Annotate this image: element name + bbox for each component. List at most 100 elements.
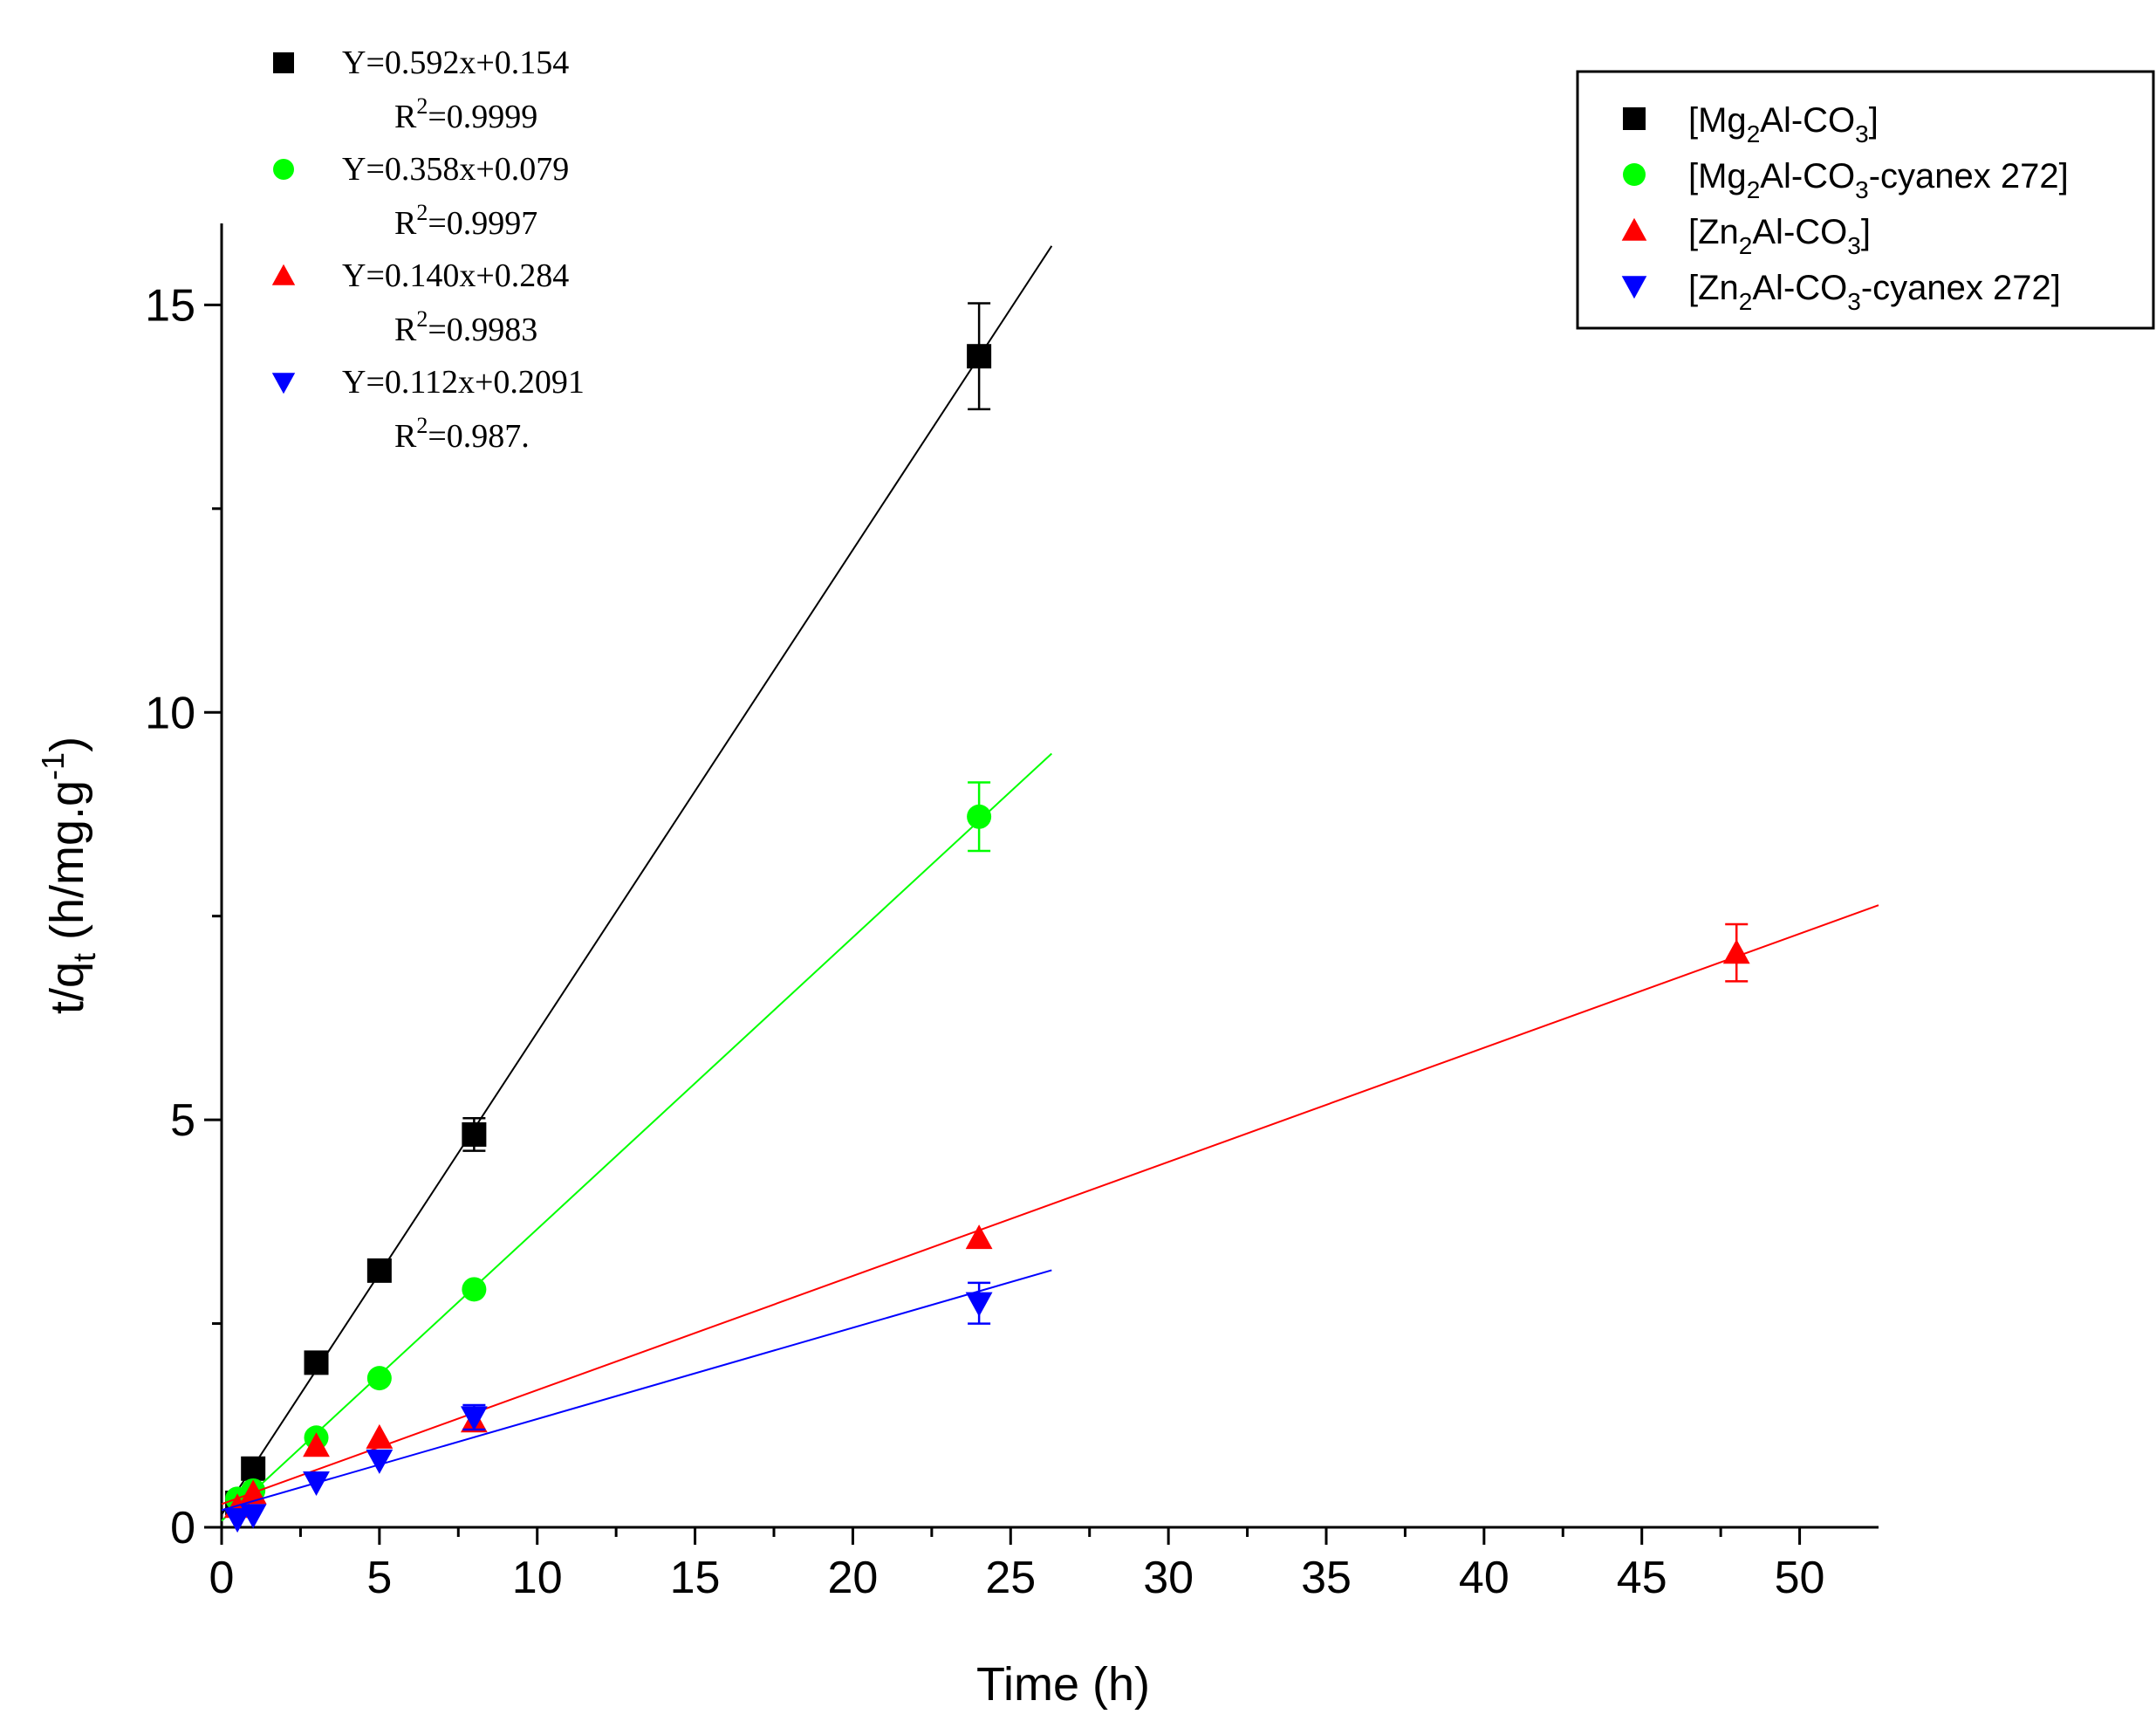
r2-text-3: R2=0.987. <box>394 413 530 455</box>
x-tick-label-45: 45 <box>1617 1553 1667 1603</box>
data-point <box>366 1449 394 1474</box>
data-point <box>967 804 992 829</box>
data-point <box>965 1292 993 1317</box>
legend-label-part: -cyanex 272] <box>1861 269 2061 307</box>
equation-text-1: Y=0.358x+0.079 <box>342 151 569 188</box>
data-point <box>303 1432 330 1457</box>
y-axis-label: t/qt (h/mg.g-1) <box>35 737 102 1014</box>
r2-superscript: 2 <box>416 93 428 119</box>
r2-value: =0.987. <box>428 418 529 455</box>
legend-label-part: 2 <box>1747 176 1761 203</box>
equation-marker-2 <box>271 264 296 285</box>
legend-label-part: 2 <box>1739 232 1753 259</box>
r2-superscript: 2 <box>416 306 428 332</box>
x-tick-label-5: 5 <box>366 1553 392 1603</box>
fit-line-1 <box>221 752 1052 1522</box>
r2-text-1: R2=0.9997 <box>394 200 537 242</box>
x-tick-label-15: 15 <box>670 1553 721 1603</box>
legend-label-part: -cyanex 272] <box>1869 157 2069 195</box>
fit-line-0 <box>221 245 1053 1516</box>
x-tick-label-40: 40 <box>1459 1553 1509 1603</box>
legend-label-3: [Zn2Al-CO3-cyanex 272] <box>1688 269 2061 315</box>
r2-value: =0.9999 <box>428 99 537 135</box>
y-tick-label-10: 10 <box>145 688 195 738</box>
r2-value: =0.9983 <box>428 312 537 348</box>
legend-label-part: 2 <box>1747 120 1761 147</box>
y-axis-label-part: t/q <box>41 962 93 1014</box>
legend-label-part: [Zn <box>1688 269 1739 307</box>
data-point <box>239 1504 267 1529</box>
x-axis-label: Time (h) <box>976 1658 1150 1711</box>
r2-symbol: R <box>394 418 417 455</box>
equation-marker-1 <box>273 159 294 180</box>
legend-label-part: ] <box>1861 213 1871 251</box>
data-point <box>462 1121 487 1147</box>
y-axis-label-part: t <box>66 953 102 962</box>
legend-marker-3 <box>1621 276 1647 299</box>
legend-marker-1 <box>1623 163 1646 186</box>
y-tick-label-5: 5 <box>170 1095 195 1146</box>
data-point <box>304 1350 329 1375</box>
x-tick-label-25: 25 <box>985 1553 1036 1603</box>
r2-symbol: R <box>394 99 417 135</box>
legend: [Mg2Al-CO3][Mg2Al-CO3-cyanex 272][Zn2Al-… <box>1576 70 2155 330</box>
x-tick-label-50: 50 <box>1775 1553 1825 1603</box>
equation-text-2: Y=0.140x+0.284 <box>342 257 569 294</box>
equation-text-0: Y=0.592x+0.154 <box>342 45 569 81</box>
series-0 <box>221 245 1053 1516</box>
legend-label-part: [Zn <box>1688 213 1739 251</box>
r2-symbol: R <box>394 205 417 242</box>
x-tick-label-35: 35 <box>1301 1553 1352 1603</box>
data-point <box>239 1479 267 1505</box>
y-axis-label-part: -1 <box>35 752 71 780</box>
legend-label-part: Al-CO <box>1752 213 1847 251</box>
data-point <box>462 1277 487 1302</box>
series-2 <box>221 904 1879 1519</box>
legend-marker-2 <box>1621 217 1647 241</box>
series-3 <box>221 1269 1052 1533</box>
y-tick-label-0: 0 <box>170 1503 195 1553</box>
x-tick-label-30: 30 <box>1143 1553 1194 1603</box>
data-point <box>303 1471 330 1497</box>
legend-label-part: 3 <box>1855 176 1869 203</box>
legend-box <box>1576 70 2155 330</box>
equation-marker-3 <box>271 373 296 394</box>
legend-label-part: 3 <box>1855 120 1869 147</box>
legend-label-part: 3 <box>1847 288 1861 315</box>
legend-label-part: [Mg <box>1688 157 1747 195</box>
data-point <box>967 344 992 369</box>
legend-label-part: [Mg <box>1688 101 1747 140</box>
legend-label-1: [Mg2Al-CO3-cyanex 272] <box>1688 157 2069 203</box>
data-point <box>965 1224 993 1250</box>
legend-label-part: Al-CO <box>1760 101 1855 140</box>
r2-symbol: R <box>394 312 417 348</box>
data-point <box>241 1456 266 1481</box>
y-tick-label-15: 15 <box>145 280 195 331</box>
x-tick-label-20: 20 <box>828 1553 879 1603</box>
r2-value: =0.9997 <box>428 205 537 242</box>
fit-line-3 <box>221 1269 1052 1512</box>
legend-label-part: 3 <box>1847 232 1861 259</box>
fit-line-2 <box>221 904 1879 1505</box>
legend-label-part: ] <box>1869 101 1879 140</box>
series-1 <box>221 752 1052 1522</box>
data-point <box>1722 939 1750 964</box>
data-point <box>366 1258 392 1283</box>
equation-text-3: Y=0.112x+0.2091 <box>342 364 585 401</box>
legend-label-0: [Mg2Al-CO3] <box>1688 101 1879 147</box>
r2-superscript: 2 <box>416 200 428 225</box>
legend-marker-0 <box>1623 107 1646 130</box>
legend-label-part: Al-CO <box>1752 269 1847 307</box>
legend-label-2: [Zn2Al-CO3] <box>1688 213 1871 259</box>
r2-text-0: R2=0.9999 <box>394 93 537 135</box>
y-axis-label-part: (h/mg.g <box>41 780 93 953</box>
data-point <box>223 1508 251 1533</box>
equation-marker-0 <box>273 52 294 73</box>
legend-label-part: 2 <box>1739 288 1753 315</box>
legend-label-part: Al-CO <box>1760 157 1855 195</box>
x-tick-label-0: 0 <box>209 1553 235 1603</box>
r2-superscript: 2 <box>416 413 428 438</box>
data-point <box>366 1423 394 1449</box>
